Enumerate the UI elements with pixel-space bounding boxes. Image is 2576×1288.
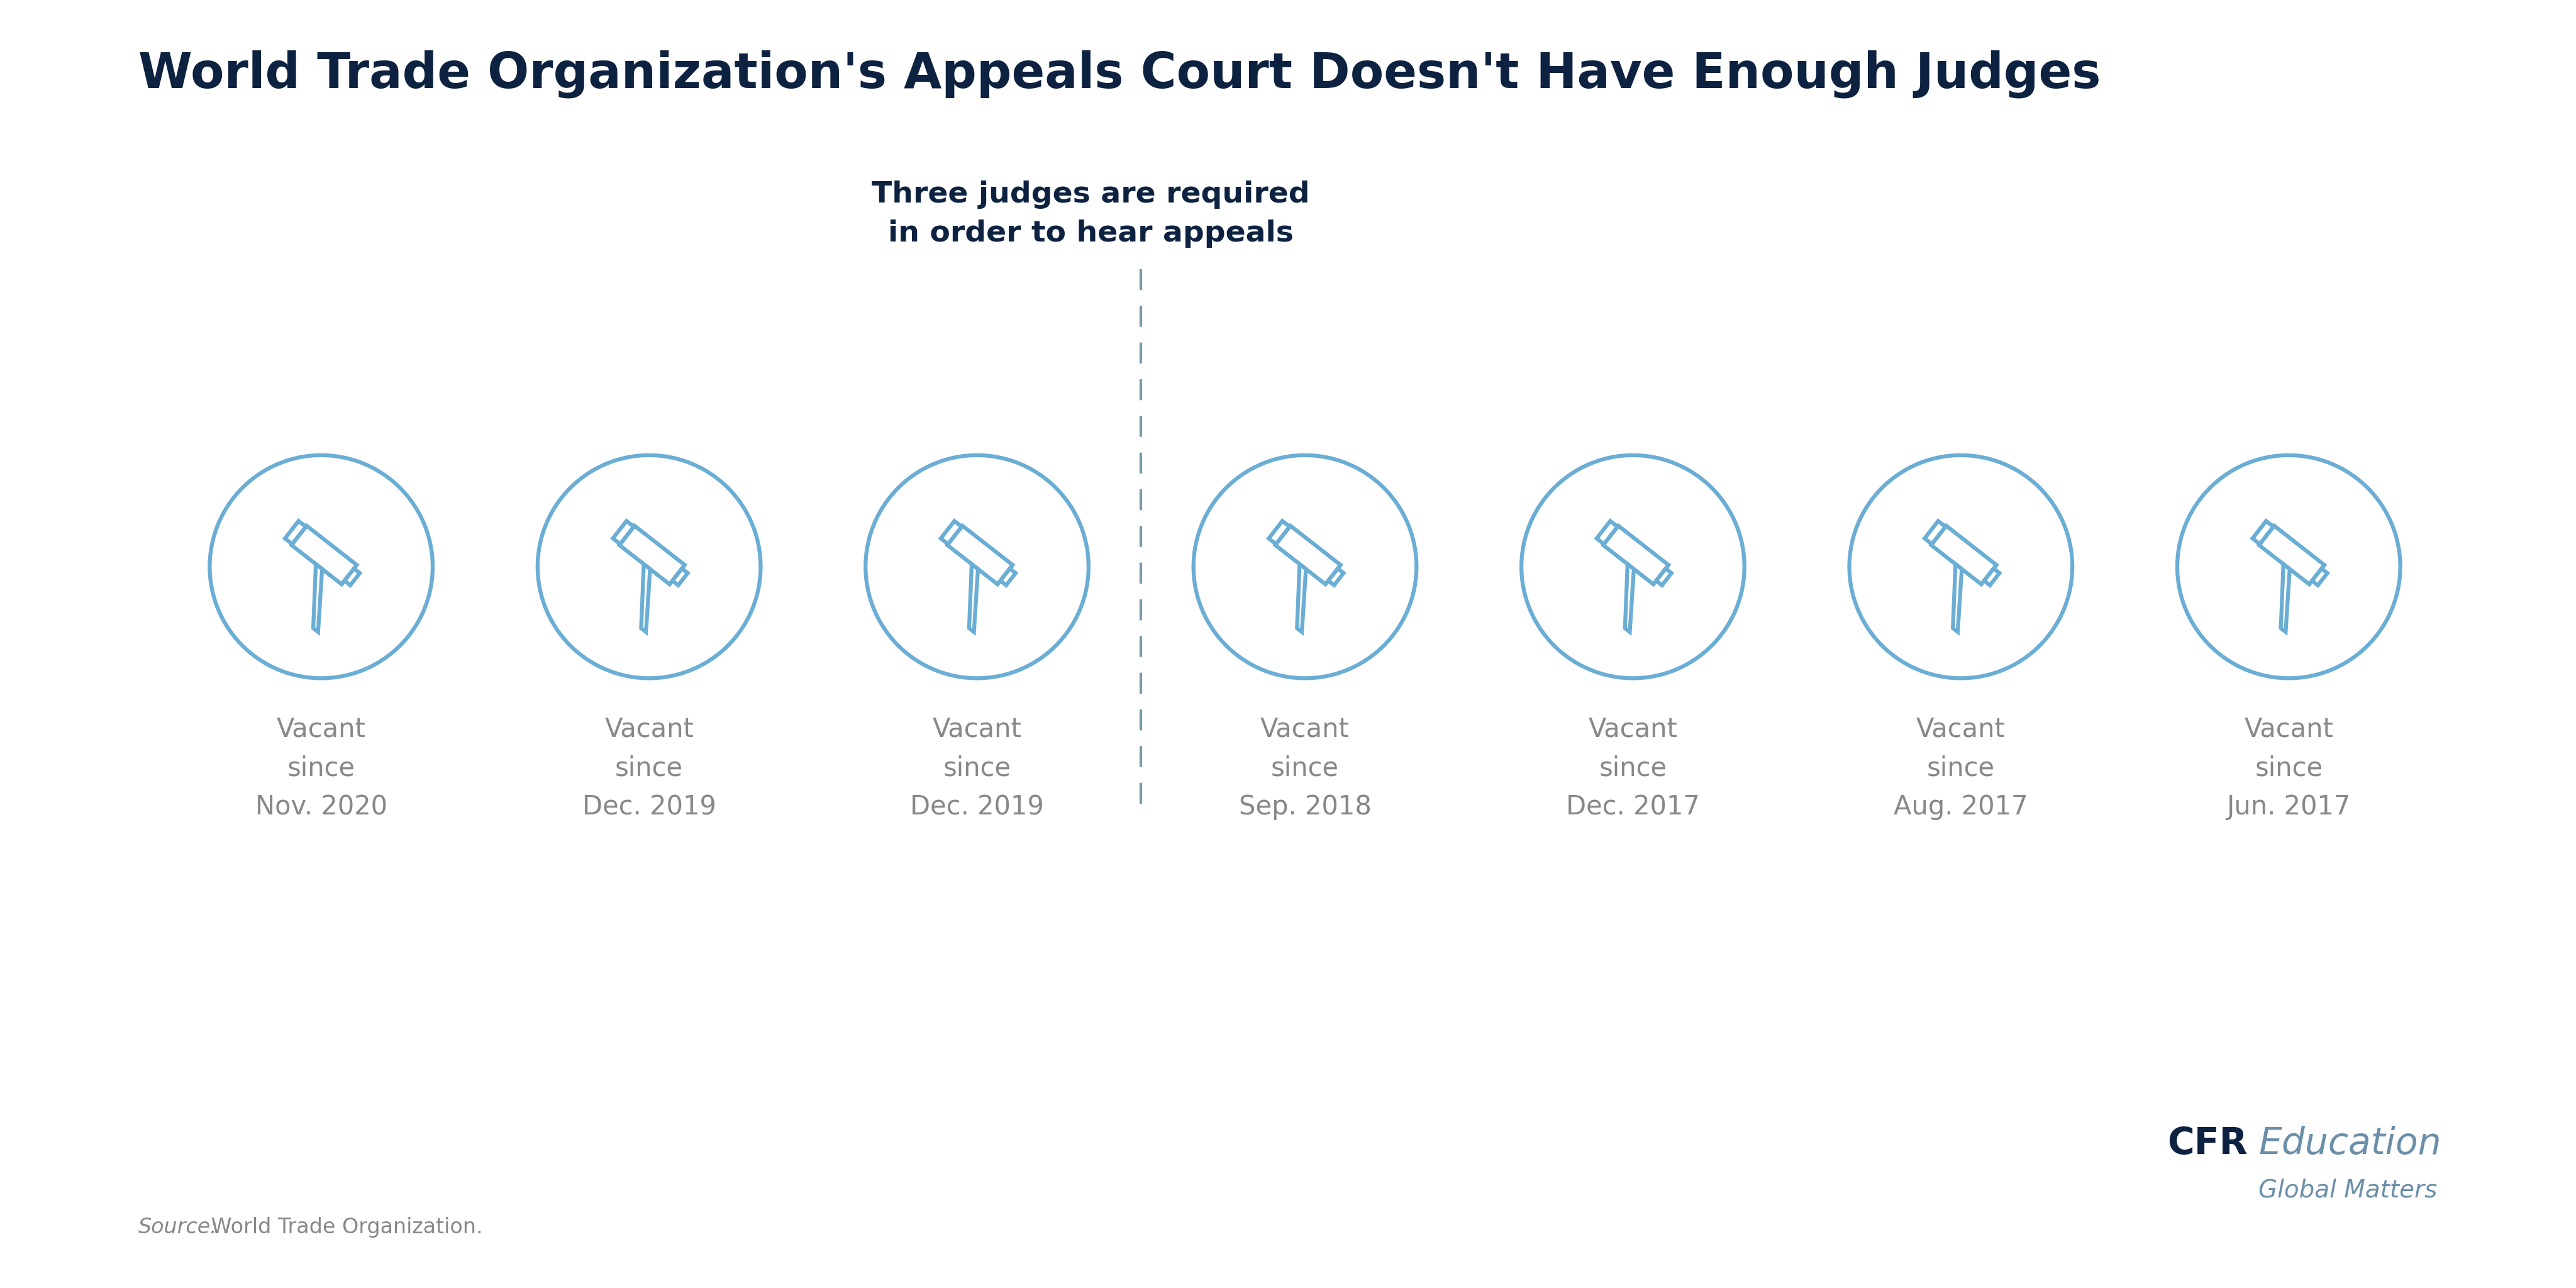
Text: Vacant
since
Jun. 2017: Vacant since Jun. 2017 [2226,716,2352,820]
Polygon shape [948,526,1012,585]
Polygon shape [1602,526,1669,585]
Polygon shape [672,568,688,585]
Polygon shape [613,522,634,544]
Polygon shape [1597,522,1618,544]
Polygon shape [2313,568,2326,585]
Text: Three judges are required
in order to hear appeals: Three judges are required in order to he… [871,180,1309,247]
Text: Vacant
since
Sep. 2018: Vacant since Sep. 2018 [1239,716,1370,820]
Polygon shape [969,564,979,632]
Text: Vacant
since
Aug. 2017: Vacant since Aug. 2017 [1893,716,2027,820]
Text: CFR: CFR [2166,1126,2246,1162]
Polygon shape [641,564,649,632]
Text: Education: Education [2259,1126,2442,1162]
Polygon shape [940,522,961,544]
Text: Vacant
since
Nov. 2020: Vacant since Nov. 2020 [255,716,386,820]
Text: Vacant
since
Dec. 2019: Vacant since Dec. 2019 [909,716,1043,820]
Polygon shape [1270,522,1291,544]
Polygon shape [291,526,358,585]
Text: Global Matters: Global Matters [2259,1179,2437,1203]
Polygon shape [1924,522,1945,544]
Polygon shape [2259,526,2324,585]
Polygon shape [1625,564,1633,632]
Text: World Trade Organization's Appeals Court Doesn't Have Enough Judges: World Trade Organization's Appeals Court… [139,50,2102,98]
Polygon shape [1953,564,1963,632]
Polygon shape [1656,568,1672,585]
Polygon shape [1275,526,1340,585]
Polygon shape [2251,522,2275,544]
Polygon shape [999,568,1015,585]
Polygon shape [1329,568,1345,585]
Text: World Trade Organization.: World Trade Organization. [204,1217,482,1238]
Polygon shape [286,522,307,544]
Polygon shape [1932,526,1996,585]
Text: Source:: Source: [139,1217,219,1238]
Polygon shape [1298,564,1306,632]
Polygon shape [345,568,361,585]
Polygon shape [2280,564,2290,632]
Text: Vacant
since
Dec. 2019: Vacant since Dec. 2019 [582,716,716,820]
Text: Vacant
since
Dec. 2017: Vacant since Dec. 2017 [1566,716,1700,820]
Polygon shape [1984,568,1999,585]
Polygon shape [314,564,322,632]
Polygon shape [618,526,685,585]
